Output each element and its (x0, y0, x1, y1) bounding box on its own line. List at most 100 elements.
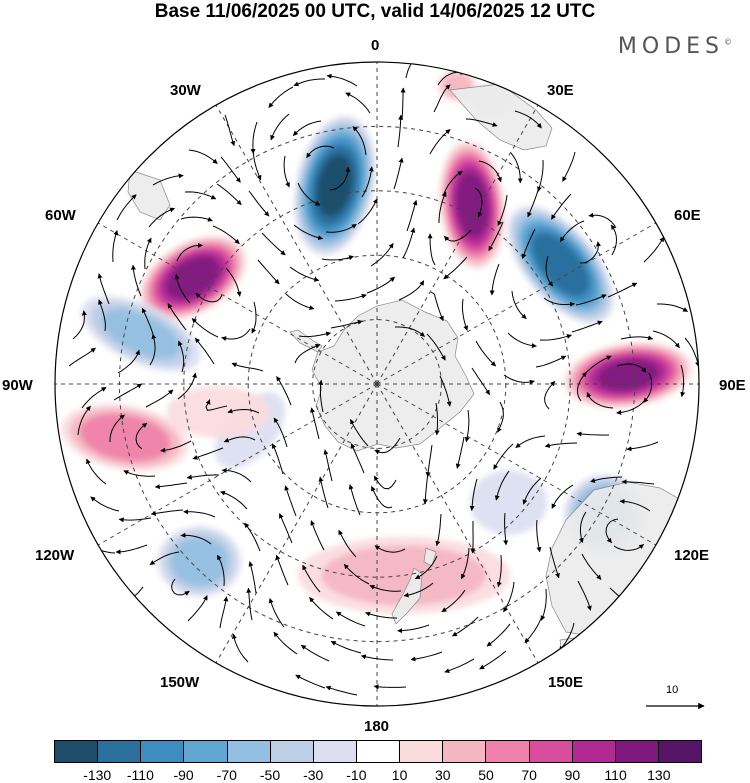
colorbar-tick-label: -90 (173, 767, 194, 783)
wind-vector (270, 113, 290, 141)
wind-vector (607, 282, 638, 298)
wind-vector (174, 274, 191, 304)
meridian-150 (376, 383, 539, 664)
wind-vector (276, 376, 292, 406)
colorbar-swatch-14 (658, 741, 702, 762)
wind-vector (284, 485, 297, 517)
wind-vector (177, 372, 197, 400)
wind-vector (250, 121, 258, 154)
wind-vector (115, 544, 148, 555)
wind-vector (489, 263, 500, 296)
anomaly-center-13 (469, 470, 548, 535)
wind-vector (435, 513, 442, 547)
wind-vector (479, 650, 507, 670)
wind-vector (224, 114, 236, 147)
wind-vector (515, 435, 546, 448)
wind-vector (298, 331, 332, 338)
anomaly-center-7 (81, 295, 201, 372)
wind-vector (292, 120, 322, 136)
wind-vector (373, 684, 407, 690)
wind-vector (227, 408, 260, 414)
wind-vector (471, 367, 491, 396)
colorbar-tick-label: 70 (521, 767, 537, 783)
meridian-330 (215, 104, 378, 385)
wind-vector (620, 335, 654, 341)
wind-vector (273, 417, 288, 448)
wind-vector (294, 343, 321, 364)
wind-vector (434, 402, 440, 436)
wind-vector (188, 149, 218, 164)
wind-vector (550, 193, 572, 220)
wind-vector (365, 611, 397, 619)
wind-vector (113, 383, 143, 401)
anomaly-center-3 (507, 205, 614, 324)
wind-vector (605, 518, 619, 544)
wind-vector (144, 237, 152, 270)
colorbar-tick-label: -30 (303, 767, 324, 783)
map-border (54, 61, 700, 707)
wind-vector (223, 436, 256, 443)
wind-vector (205, 399, 228, 411)
wind-vector (326, 73, 358, 87)
wind-vector (221, 468, 252, 483)
colorbar-tick-label: -50 (259, 767, 281, 783)
wind-vector (536, 519, 542, 553)
wind-vector (535, 355, 567, 368)
wind-vector (90, 496, 120, 512)
wind-vector (444, 229, 472, 242)
wind-vector (360, 654, 394, 661)
colorbar-swatch-7 (356, 741, 401, 762)
wind-vector (584, 355, 612, 375)
wind-vector (496, 554, 502, 588)
wind-vector (231, 362, 264, 372)
wind-vector (616, 399, 646, 415)
anomaly-center-8 (157, 526, 242, 598)
wind-vector (559, 220, 585, 243)
meridian-120 (376, 383, 657, 546)
wind-vector (503, 512, 509, 546)
modes-logo: MODES© (618, 34, 732, 59)
wind-vector (145, 389, 174, 408)
wind-vector (373, 475, 397, 490)
south-africa (449, 83, 553, 151)
wind-vector (176, 242, 203, 262)
wind-vector (171, 578, 190, 596)
meridian-60 (376, 222, 657, 385)
wind-vector (680, 364, 686, 398)
wind-vector (613, 544, 644, 551)
wind-vector (427, 233, 436, 266)
wind-vector (643, 236, 665, 263)
wind-vector (231, 633, 249, 663)
wind-vector (616, 363, 647, 373)
wind-vector (330, 319, 363, 329)
wind-vector (441, 589, 466, 613)
wind-streamlines (68, 62, 699, 696)
brand-name: MODES (617, 34, 724, 59)
wind-vector (510, 152, 523, 184)
wind-vector (148, 207, 175, 228)
antarctic-peninsula (289, 329, 323, 353)
wind-vector (191, 318, 219, 338)
wind-vector (310, 520, 325, 551)
wind-vector (167, 303, 187, 331)
wind-vector (271, 443, 284, 475)
lon-label-120e: 120E (674, 547, 710, 564)
wind-vector (194, 337, 215, 365)
lon-label-60e: 60E (674, 207, 701, 224)
wind-vector (488, 221, 504, 252)
wind-vector (461, 298, 469, 331)
wind-vector (444, 658, 475, 674)
wind-vector (330, 640, 362, 654)
wind-vector (275, 554, 289, 586)
wind-vector (350, 418, 369, 447)
wind-vector (321, 255, 354, 261)
wind-vector (268, 598, 285, 628)
wind-vector (318, 476, 329, 509)
wind-vector (180, 532, 212, 545)
wind-vector (402, 227, 416, 259)
wind-vector (219, 596, 229, 629)
wind-vector (361, 166, 374, 198)
colorbar (54, 740, 702, 763)
wind-vector (273, 631, 298, 655)
